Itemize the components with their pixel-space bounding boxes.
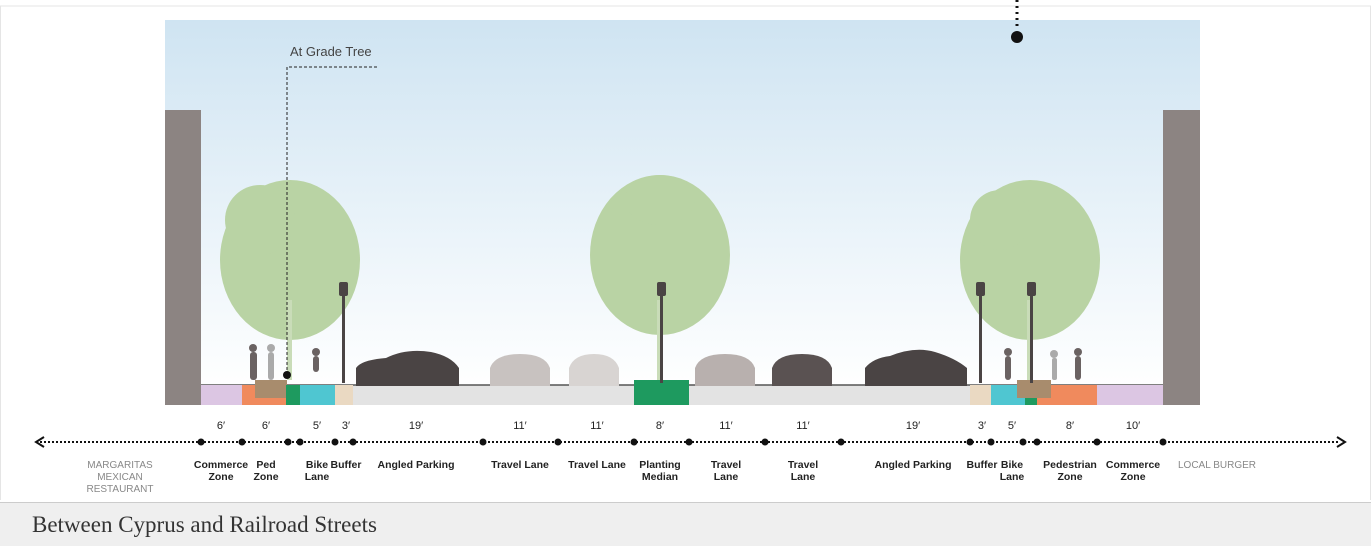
- dimension-label: 11′: [719, 420, 733, 432]
- arrow: [34, 436, 45, 448]
- lamps: [339, 282, 1036, 383]
- arrow: [1336, 436, 1347, 448]
- dimension-label: 11′: [796, 420, 810, 432]
- zone-label: Ped Zone: [253, 459, 279, 483]
- dimension-dot: [837, 438, 845, 446]
- dimension-dot: [349, 438, 357, 446]
- dimension-dot: [1019, 438, 1027, 446]
- dimension-dots: [197, 438, 1167, 446]
- caption: Between Cyprus and Railroad Streets: [0, 502, 1371, 546]
- trees: [220, 175, 1100, 380]
- dimension-dot: [479, 438, 487, 446]
- dimension-dot: [685, 438, 693, 446]
- cars: [356, 349, 967, 386]
- dimension-label: 6′: [261, 420, 271, 432]
- zone-label: Commerce Zone: [1105, 459, 1161, 483]
- right-building: [1163, 110, 1200, 405]
- dimension-dot: [987, 438, 995, 446]
- callout-dot: [1011, 31, 1023, 43]
- dimension-dot: [966, 438, 974, 446]
- left-building: [165, 110, 201, 405]
- zone-label: Bike Lane: [999, 459, 1025, 483]
- zone-label: Buffer: [966, 459, 998, 471]
- dimension-label: 11′: [513, 420, 527, 432]
- dimension-dot: [331, 438, 339, 446]
- dimension-dot: [554, 438, 562, 446]
- dimension-label: 11′: [590, 420, 604, 432]
- dimension-dot: [761, 438, 769, 446]
- zone-label: Travel Lane: [568, 459, 626, 471]
- dimension-label: 19′: [905, 420, 921, 432]
- zone-label: Buffer: [330, 459, 362, 471]
- dimension-label: 6′: [216, 420, 226, 432]
- dimension-dot: [296, 438, 304, 446]
- zone-label: Angled Parking: [874, 459, 952, 471]
- dimension-label: 10′: [1125, 420, 1141, 432]
- dimension-label: 8′: [1065, 420, 1075, 432]
- dimension-label: 3′: [977, 420, 987, 432]
- building-label: LOCAL BURGER: [1178, 460, 1256, 471]
- callout-line: [286, 66, 377, 375]
- dimension-label: 3′: [341, 420, 351, 432]
- dimension-dot: [1033, 438, 1041, 446]
- callout-dot: [283, 371, 291, 379]
- zone-label: Bike Lane: [304, 459, 330, 483]
- people: [249, 344, 1082, 380]
- dimension-dot: [197, 438, 205, 446]
- dimension-label: 19′: [408, 420, 424, 432]
- zones: [201, 380, 1163, 405]
- building-label: MARGARITAS MEXICAN RESTAURANT: [86, 460, 154, 495]
- dimension-dot: [630, 438, 638, 446]
- dimension-label: 5′: [1007, 420, 1017, 432]
- dimension-label: 5′: [312, 420, 322, 432]
- dimension-dot: [284, 438, 292, 446]
- zone-label: Angled Parking: [377, 459, 455, 471]
- zone-label: Planting Median: [639, 459, 681, 483]
- dimension-dot: [1093, 438, 1101, 446]
- zone-label: Travel Lane: [710, 459, 742, 483]
- zone-label: Pedestrian Zone: [1043, 459, 1097, 483]
- zone-label: Travel Lane: [787, 459, 819, 483]
- street-section: At Grade Tree: [0, 0, 1371, 500]
- dimension-label: 8′: [655, 420, 665, 432]
- dimension-dot: [1159, 438, 1167, 446]
- callout-label: At Grade Tree: [290, 44, 372, 59]
- zone-label: Travel Lane: [491, 459, 549, 471]
- zone-label: Commerce Zone: [193, 459, 249, 483]
- dimension-dot: [238, 438, 246, 446]
